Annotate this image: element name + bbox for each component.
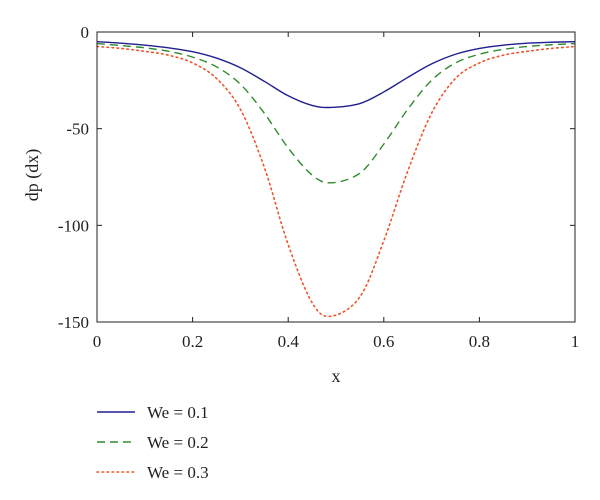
legend-label-3: We = 0.3 <box>147 463 209 482</box>
series-line-2 <box>96 42 576 184</box>
x-tick-label: 0.8 <box>469 332 490 351</box>
y-tick-label: -100 <box>58 216 89 235</box>
plot-frame <box>96 31 576 323</box>
legend-label-1: We = 0.1 <box>147 403 209 422</box>
x-tick-label: 0.2 <box>182 332 203 351</box>
series-line-3 <box>96 45 576 318</box>
x-tick-label: 1 <box>571 332 580 351</box>
legend-label-2: We = 0.2 <box>147 433 209 452</box>
x-tick-label: 0.4 <box>278 332 300 351</box>
x-tick-label: 0.6 <box>373 332 394 351</box>
y-tick-label: 0 <box>81 23 90 42</box>
x-axis-label: x <box>332 366 341 386</box>
y-tick-label: -50 <box>66 120 89 139</box>
x-tick-label: 0 <box>93 332 102 351</box>
series-line-1 <box>96 40 576 109</box>
y-tick-label: -150 <box>58 313 89 332</box>
legend: We = 0.1 We = 0.2 We = 0.3 <box>96 403 209 482</box>
y-axis-label: dp (dx) <box>22 149 43 202</box>
